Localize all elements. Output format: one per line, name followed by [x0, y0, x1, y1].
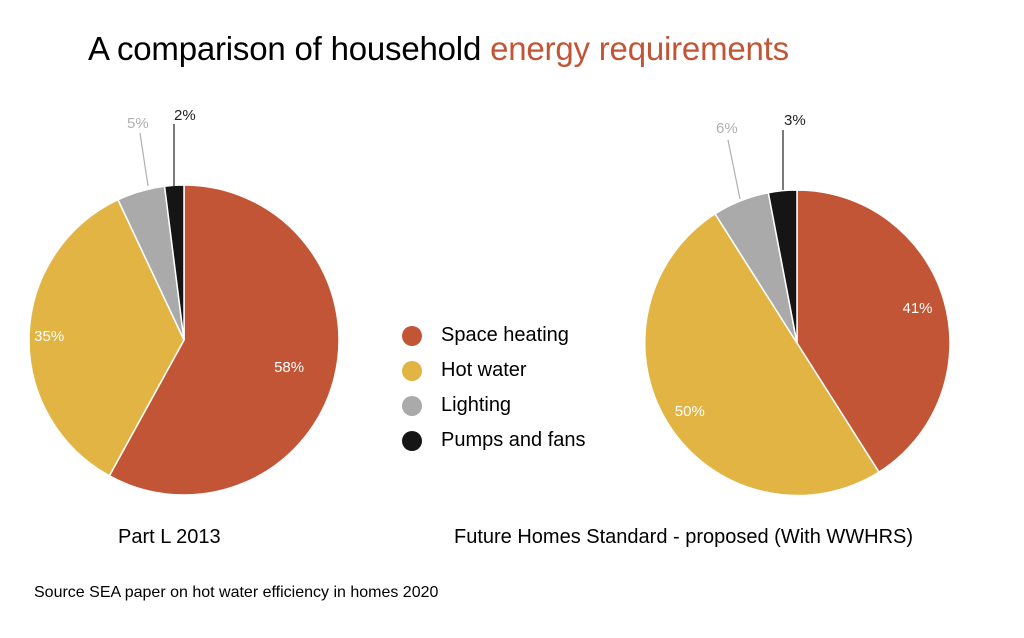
pie-slice-future-homes-space-heating [796, 189, 951, 474]
pie-slice-part-l-2013-space-heating [108, 184, 340, 496]
legend-item-hot-water: Hot water [402, 353, 586, 388]
caption-future-homes-standard: Future Homes Standard - proposed (With W… [454, 526, 914, 548]
legend-label-pumps-and-fans: Pumps and fans [441, 429, 586, 451]
data-label-part-l-2013-lighting: 5% [127, 115, 149, 132]
legend-item-lighting: Lighting [402, 388, 586, 423]
data-label-part-l-2013-space-heating: 58% [274, 359, 304, 376]
data-label-future-homes-pumps-and-fans: 3% [784, 112, 806, 129]
data-label-part-l-2013-hot-water: 35% [34, 328, 64, 345]
leader-line-part-l-2013-lighting [139, 132, 149, 187]
pie-slice-future-homes-hot-water [644, 212, 881, 497]
legend-swatch-pumps-and-fans [402, 430, 422, 451]
data-label-part-l-2013-pumps-and-fans: 2% [174, 107, 196, 124]
legend-swatch-lighting [402, 395, 422, 416]
data-label-future-homes-lighting: 6% [716, 120, 738, 137]
data-label-future-homes-space-heating: 41% [902, 300, 932, 317]
legend-label-space-heating: Space heating [441, 324, 569, 346]
chart-title: A comparison of household energy require… [88, 30, 789, 68]
legend-swatch-space-heating [402, 325, 422, 346]
caption-part-l-2013: Part L 2013 [118, 526, 221, 548]
legend-label-lighting: Lighting [441, 394, 512, 416]
legend-item-pumps-and-fans: Pumps and fans [402, 423, 586, 458]
pie-slice-future-homes-pumps-and-fans [767, 189, 798, 344]
legend-label-hot-water: Hot water [441, 359, 527, 381]
chart-title-prefix: A comparison of household [88, 30, 491, 67]
pie-slice-part-l-2013-hot-water [28, 198, 185, 477]
leader-line-future-homes-lighting [727, 139, 741, 200]
legend-item-space-heating: Space heating [402, 318, 586, 353]
chart-title-accent: energy requirements [490, 30, 789, 67]
legend-swatch-hot-water [402, 360, 422, 381]
legend: Space heating Hot water Lighting Pumps a… [402, 318, 586, 458]
source-note: Source SEA paper on hot water efficiency… [34, 584, 439, 601]
data-label-future-homes-hot-water: 50% [675, 403, 705, 420]
